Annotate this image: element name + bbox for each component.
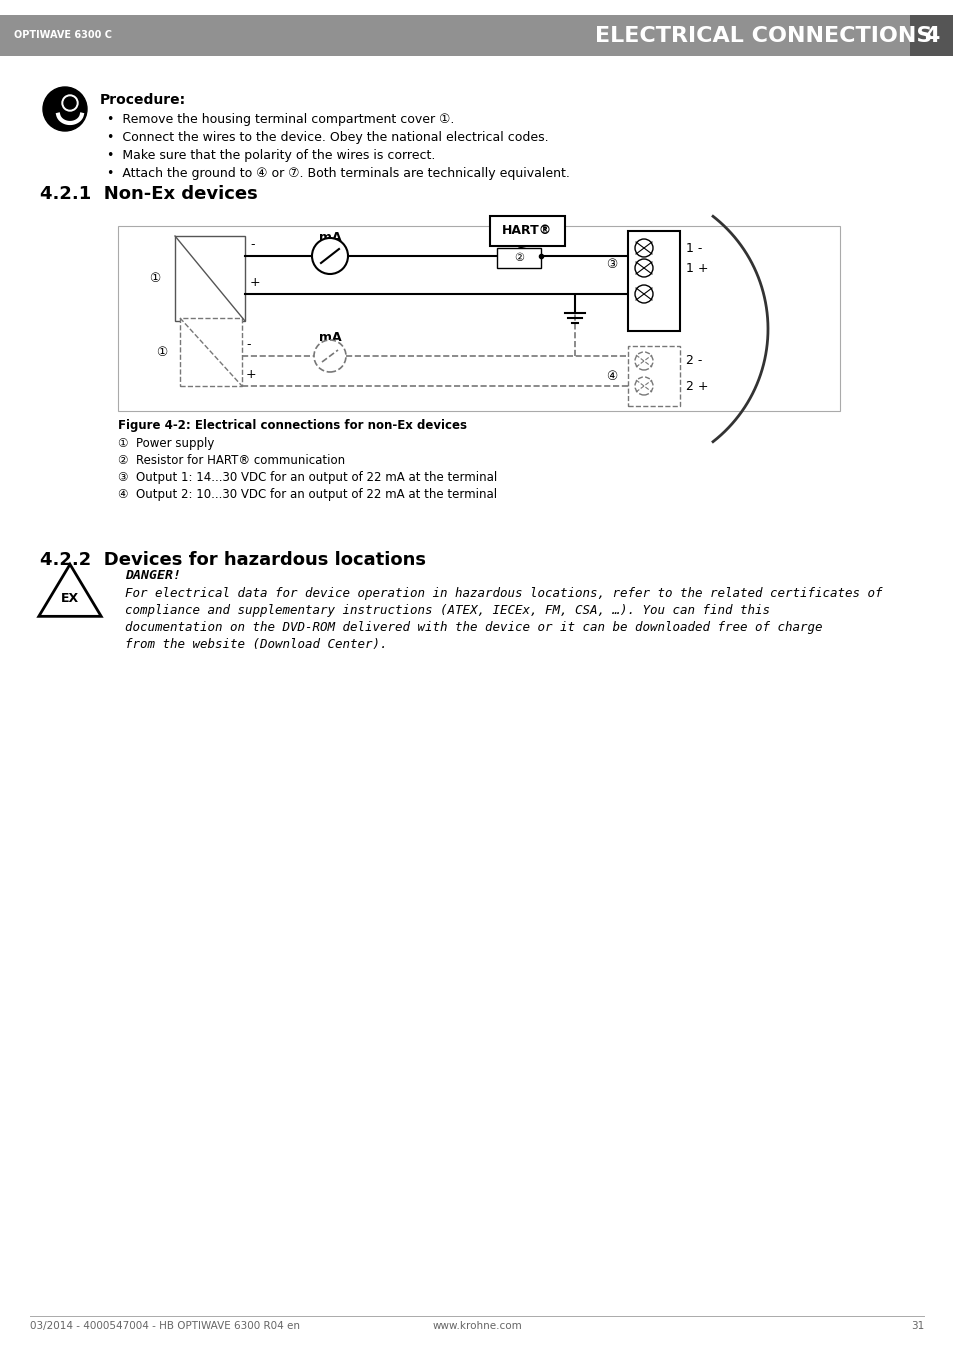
Text: ④: ④: [606, 370, 617, 382]
Bar: [497, 249, 540, 267]
Text: For electrical data for device operation in hazardous locations, refer to the re: For electrical data for device operation…: [125, 586, 882, 600]
Text: 2 -: 2 -: [685, 354, 701, 367]
Text: +: +: [250, 276, 260, 289]
Text: ①  Power supply: ① Power supply: [118, 436, 214, 450]
Bar: [627, 231, 679, 331]
Circle shape: [314, 340, 346, 372]
Bar: [627, 346, 679, 407]
Text: +: +: [246, 367, 256, 381]
Text: Procedure:: Procedure:: [100, 93, 186, 107]
Text: DANGER!: DANGER!: [125, 569, 181, 582]
Circle shape: [635, 239, 652, 257]
Text: •  Attach the ground to ④ or ⑦. Both terminals are technically equivalent.: • Attach the ground to ④ or ⑦. Both term…: [107, 168, 569, 180]
Text: www.krohne.com: www.krohne.com: [432, 1321, 521, 1331]
Text: OPTIWAVE 6300 C: OPTIWAVE 6300 C: [14, 31, 112, 41]
Text: •  Make sure that the polarity of the wires is correct.: • Make sure that the polarity of the wir…: [107, 149, 435, 162]
Text: ②: ②: [514, 253, 523, 263]
Text: ④  Output 2: 10...30 VDC for an output of 22 mA at the terminal: ④ Output 2: 10...30 VDC for an output of…: [118, 488, 497, 501]
Text: mA: mA: [318, 231, 341, 245]
Text: 2 +: 2 +: [685, 380, 708, 393]
Text: 4.2.1  Non-Ex devices: 4.2.1 Non-Ex devices: [40, 185, 257, 203]
Text: 4: 4: [923, 26, 939, 46]
Text: -: -: [246, 338, 251, 351]
Text: ③  Output 1: 14...30 VDC for an output of 22 mA at the terminal: ③ Output 1: 14...30 VDC for an output of…: [118, 471, 497, 484]
Circle shape: [64, 97, 76, 109]
Circle shape: [635, 259, 652, 277]
Text: 31: 31: [910, 1321, 923, 1331]
Text: 03/2014 - 4000547004 - HB OPTIWAVE 6300 R04 en: 03/2014 - 4000547004 - HB OPTIWAVE 6300 …: [30, 1321, 299, 1331]
Text: ②  Resistor for HART® communication: ② Resistor for HART® communication: [118, 454, 345, 467]
Text: from the website (Download Center).: from the website (Download Center).: [125, 638, 387, 651]
Circle shape: [635, 353, 652, 370]
Text: compliance and supplementary instructions (ATEX, IECEx, FM, CSA, …). You can fin: compliance and supplementary instruction…: [125, 604, 769, 617]
Circle shape: [635, 285, 652, 303]
Text: 1 +: 1 +: [685, 262, 708, 274]
Text: HART®: HART®: [502, 224, 552, 238]
Circle shape: [62, 95, 78, 111]
Text: ③: ③: [606, 258, 617, 270]
Text: EX: EX: [61, 593, 79, 605]
Text: ELECTRICAL CONNECTIONS: ELECTRICAL CONNECTIONS: [595, 26, 931, 46]
Text: ①: ①: [150, 272, 160, 285]
Bar: [0, 15, 589, 55]
Text: 4.2.2  Devices for hazardous locations: 4.2.2 Devices for hazardous locations: [40, 551, 426, 569]
Circle shape: [312, 238, 348, 274]
Text: documentation on the DVD-ROM delivered with the device or it can be downloaded f: documentation on the DVD-ROM delivered w…: [125, 621, 821, 634]
Polygon shape: [39, 565, 101, 616]
Bar: [180, 317, 242, 386]
Bar: [909, 15, 953, 55]
Bar: [174, 236, 245, 322]
Text: •  Connect the wires to the device. Obey the national electrical codes.: • Connect the wires to the device. Obey …: [107, 131, 548, 145]
Text: 1 -: 1 -: [685, 242, 701, 254]
Bar: [490, 216, 564, 246]
Text: •  Remove the housing terminal compartment cover ①.: • Remove the housing terminal compartmen…: [107, 113, 454, 126]
Text: ①: ①: [156, 346, 168, 358]
Circle shape: [43, 86, 87, 131]
Circle shape: [635, 377, 652, 394]
Text: mA: mA: [318, 331, 341, 345]
Text: Figure 4-2: Electrical connections for non-Ex devices: Figure 4-2: Electrical connections for n…: [118, 419, 467, 432]
Bar: [118, 226, 840, 411]
Text: -: -: [250, 238, 254, 251]
Bar: [589, 15, 953, 55]
